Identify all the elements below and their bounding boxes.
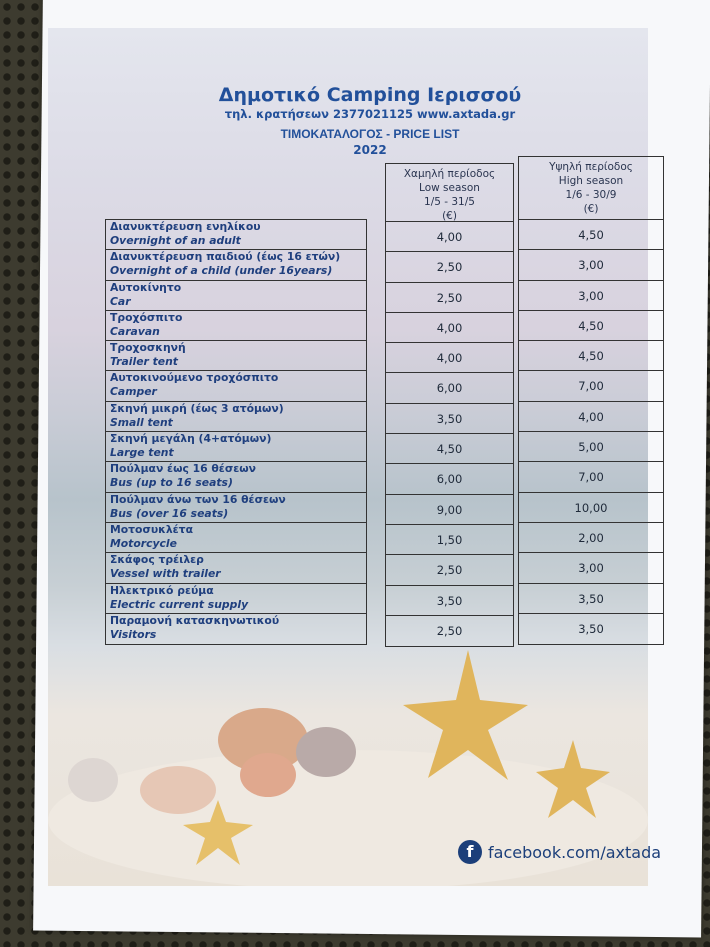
high-season-price: 3,00 <box>519 553 663 584</box>
label-gr: Διανυκτέρευση ενηλίκου <box>110 220 261 233</box>
high-season-price: 5,00 <box>519 432 663 463</box>
low-season-price: 4,50 <box>386 434 513 465</box>
year: 2022 <box>353 143 387 157</box>
facebook-text: facebook.com/axtada <box>488 842 662 862</box>
low-season-price: 4,00 <box>386 343 513 374</box>
low-season-price: 6,00 <box>386 373 513 404</box>
price-row-label: Πούλμαν άνω των 16 θέσεων Bus (over 16 se… <box>106 493 366 523</box>
label-gr: Διανυκτέρευση παιδιού (έως 16 ετών) <box>110 250 341 264</box>
low-season-price: 4,00 <box>386 313 513 344</box>
low-season-price: 2,50 <box>386 555 513 586</box>
label-en: Trailer tent <box>110 355 178 369</box>
high-season-price: 7,00 <box>519 462 663 493</box>
label-en: Caravan <box>110 324 160 338</box>
label-gr: Ηλεκτρικό ρεύμα <box>110 583 214 597</box>
high-season-column: Υψηλή περίοδος High season 1/6 - 30/9 (€… <box>518 156 664 646</box>
low-season-gr: Χαμηλή περίοδος <box>403 168 496 180</box>
low-season-en: Low season <box>419 182 480 194</box>
price-row-label: Διανυκτέρευση παιδιού (έως 16 ετών) Overn… <box>106 250 366 281</box>
seashells-starfish-illustration <box>48 650 648 886</box>
camping-title: Δημοτικό Camping Ιερισσού <box>218 84 522 106</box>
contact-info: τηλ. κρατήσεων 2377021125 www.axtada.gr <box>224 107 516 121</box>
low-season-dates: 1/5 - 31/5 <box>424 196 475 208</box>
high-season-price: 10,00 <box>519 493 663 523</box>
facebook-link: f facebook.com/axtada <box>458 840 661 864</box>
high-season-price: 4,00 <box>519 402 663 433</box>
shell <box>218 708 308 772</box>
header: Δημοτικό Camping Ιερισσού τηλ. κρατήσεων… <box>100 84 640 157</box>
high-season-price: 4,50 <box>519 220 663 251</box>
label-gr: Αυτοκίνητο <box>110 280 182 294</box>
label-gr: Παραμονή κατασκηνωτικού <box>110 613 280 627</box>
price-row-label: Διανυκτέρευση ενηλίκου Overnight of an ad… <box>106 220 366 251</box>
label-en: Camper <box>110 385 157 399</box>
facebook-icon: f <box>458 840 482 864</box>
low-season-price: 1,50 <box>386 525 513 556</box>
label-gr: Πούλμαν άνω των 16 θέσεων <box>110 492 286 506</box>
label-gr: Σκάφος τρέιλερ <box>110 553 204 567</box>
price-row-label: Αυτοκίνητο Car <box>106 281 366 311</box>
low-season-price: 6,00 <box>386 464 513 495</box>
high-season-en: High season <box>558 175 624 187</box>
price-row-label: Μοτοσυκλέτα Motorcycle <box>106 522 366 554</box>
high-season-dates: 1/6 - 30/9 <box>565 189 617 201</box>
label-en: Bus (over 16 seats) <box>110 506 229 520</box>
label-en: Car <box>110 294 131 308</box>
label-gr: Σκηνή μεγάλη (4+ατόμων) <box>110 432 272 446</box>
label-gr: Μοτοσυκλέτα <box>110 522 193 536</box>
item-labels-column: Διανυκτέρευση ενηλίκου Overnight of an ad… <box>105 219 367 646</box>
high-season-price: 3,00 <box>519 250 663 281</box>
low-season-price: 2,50 <box>386 252 513 283</box>
low-season-price: 2,50 <box>436 623 463 638</box>
high-season-price: 2,00 <box>519 523 663 554</box>
price-row-label: Πούλμαν έως 16 θέσεων Bus (up to 16 seats… <box>106 462 366 493</box>
high-season-price: 3,00 <box>519 281 663 311</box>
label-gr: Τροχόσπιτο <box>110 310 183 324</box>
low-season-price: 3,50 <box>386 404 513 435</box>
label-en: Overnight of a child (under 16years) <box>110 264 333 278</box>
label-en: Small tent <box>110 415 173 429</box>
high-season-price: 4,50 <box>519 311 663 342</box>
price-row-label: Ηλεκτρικό ρεύμα Electric current supply <box>106 584 366 614</box>
price-list-heading: ΤΙΜΟΚΑΤΑΛΟΓΟΣ - PRICE LIST <box>280 127 460 141</box>
high-season-price: 3,50 <box>578 621 604 636</box>
price-row-label: Παραμονή κατασκηνωτικού Visitors <box>106 614 366 644</box>
high-season-price: 3,50 <box>519 584 663 614</box>
label-gr: Τροχοσκηνή <box>110 341 186 355</box>
label-gr: Πούλμαν έως 16 θέσεων <box>110 462 256 476</box>
high-season-price: 4,50 <box>519 341 663 372</box>
starfish <box>403 650 528 780</box>
label-en: Visitors <box>110 627 157 641</box>
label-gr: Αυτοκινούμενο τροχόσπιτο <box>110 371 279 385</box>
label-en: Vessel with trailer <box>110 567 221 581</box>
low-season-price: 4,00 <box>386 222 513 253</box>
price-row-label: Τροχοσκηνή Trailer tent <box>106 341 366 372</box>
label-en: Electric current supply <box>110 597 249 611</box>
low-season-price: 9,00 <box>386 495 513 525</box>
label-en: Motorcycle <box>110 536 177 550</box>
label-en: Large tent <box>110 446 174 460</box>
price-row-label: Σκηνή μεγάλη (4+ατόμων) Large tent <box>106 432 366 463</box>
label-en: Overnight of an adult <box>110 234 241 247</box>
high-season-unit: (€) <box>583 203 599 215</box>
label-en: Bus (up to 16 seats) <box>110 476 233 490</box>
high-season-header: Υψηλή περίοδος High season 1/6 - 30/9 (€… <box>519 157 663 220</box>
low-season-header: Χαμηλή περίοδος Low season 1/5 - 31/5 (€… <box>386 164 513 222</box>
low-season-price: 3,50 <box>386 586 513 616</box>
low-season-unit: (€) <box>442 210 457 222</box>
high-season-price: 7,00 <box>519 371 663 402</box>
price-row-label: Σκηνή μικρή (έως 3 ατόμων) Small tent <box>106 401 366 433</box>
high-season-gr: Υψηλή περίοδος <box>549 161 633 173</box>
low-season-price: 2,50 <box>386 283 513 313</box>
price-row-label: Αυτοκινούμενο τροχόσπιτο Camper <box>106 371 366 402</box>
label-gr: Σκηνή μικρή (έως 3 ατόμων) <box>110 401 284 415</box>
price-row-label: Σκάφος τρέιλερ Vessel with trailer <box>106 553 366 584</box>
price-row-label: Τροχόσπιτο Caravan <box>106 310 366 342</box>
low-season-column: Χαμηλή περίοδος Low season 1/5 - 31/5 (€… <box>385 163 514 648</box>
